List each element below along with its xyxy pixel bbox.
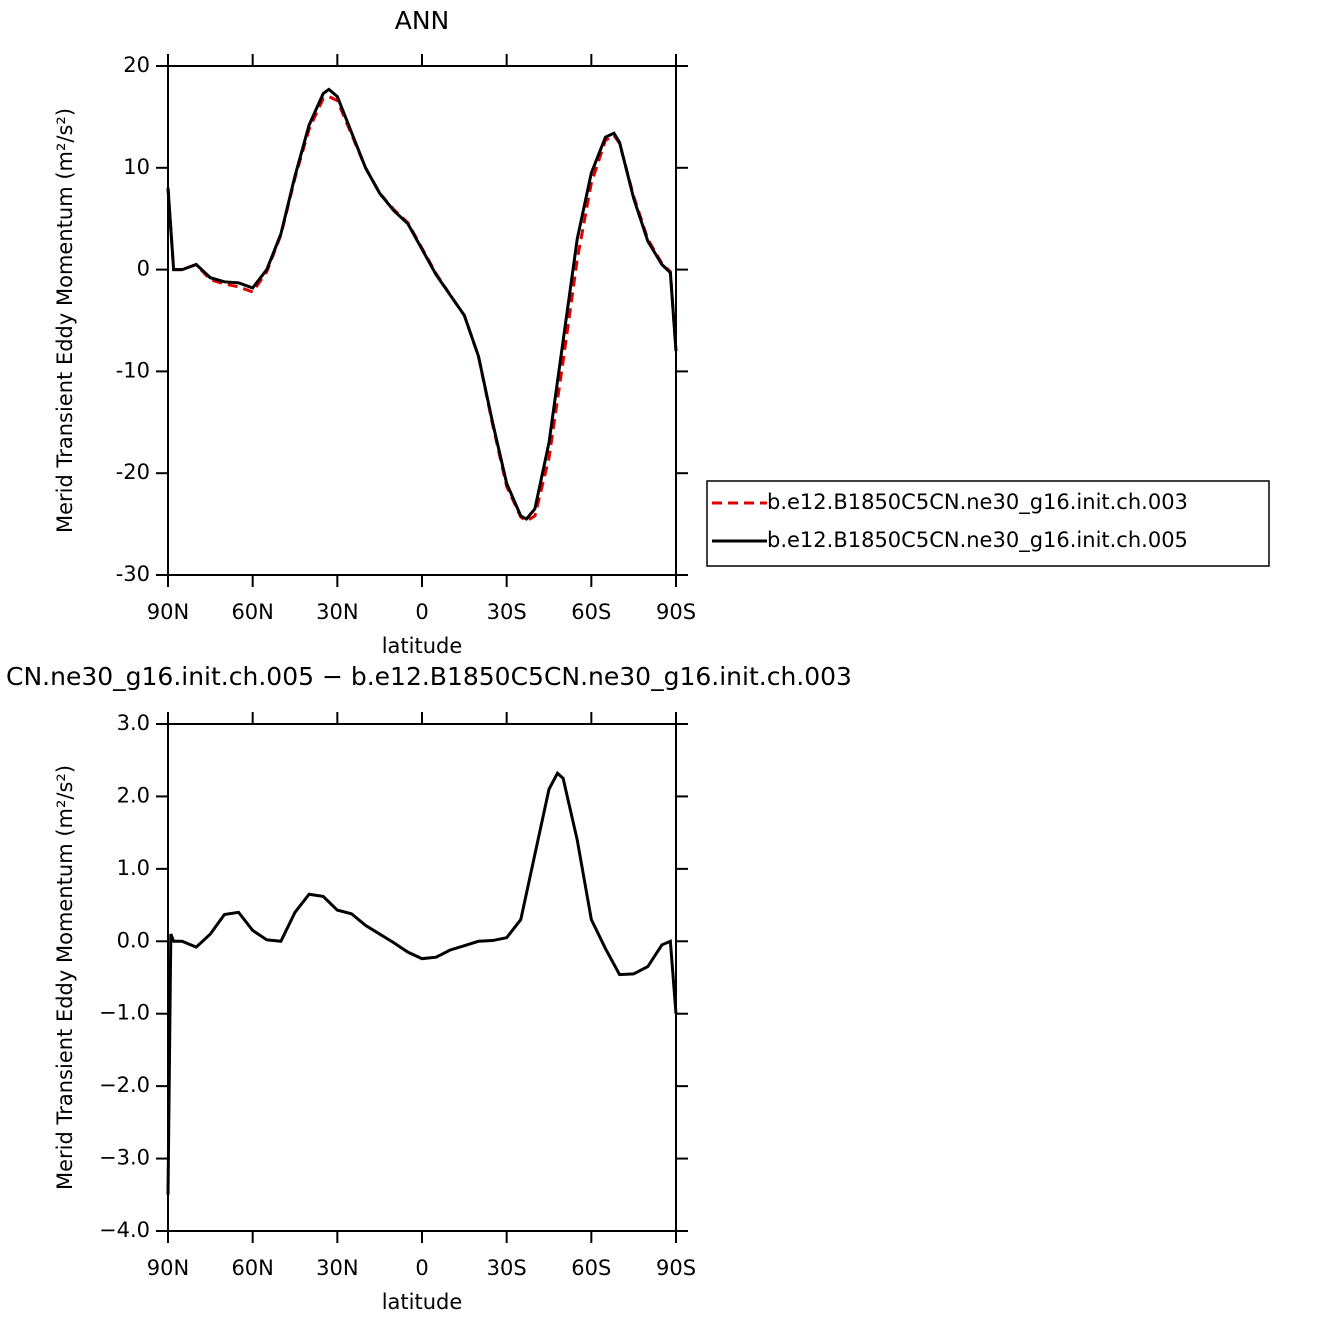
y-tick-label: 2.0: [117, 783, 150, 807]
legend-label: b.e12.B1850C5CN.ne30_g16.init.ch.003: [767, 490, 1188, 515]
x-axis-label: latitude: [382, 1290, 463, 1314]
x-tick-label: 30S: [487, 1256, 527, 1280]
x-tick-label: 30N: [316, 1256, 358, 1280]
y-tick-label: 3.0: [117, 711, 150, 735]
x-tick-label: 0: [415, 1256, 428, 1280]
data-line: [166, 94, 678, 523]
x-tick-label: 30N: [316, 600, 358, 624]
y-axis-label: Merid Transient Eddy Momentum (m²/s²): [53, 108, 77, 533]
x-tick-label: 60N: [231, 600, 273, 624]
y-axis-label: Merid Transient Eddy Momentum (m²/s²): [53, 765, 77, 1190]
y-tick-label: -30: [116, 562, 150, 586]
y-tick-label: 10: [123, 155, 150, 179]
x-tick-label: 90N: [147, 1256, 189, 1280]
chart-title: ANN: [395, 6, 450, 35]
x-tick-label: 60N: [231, 1256, 273, 1280]
plot-frame: [167, 65, 677, 576]
y-tick-label: 0: [137, 257, 150, 281]
x-tick-label: 90S: [656, 1256, 696, 1280]
x-tick-label: 60S: [571, 1256, 611, 1280]
y-tick-label: −4.0: [99, 1218, 150, 1242]
y-tick-label: -20: [116, 460, 150, 484]
y-tick-label: -10: [116, 358, 150, 382]
data-line: [166, 87, 678, 521]
legend-box: [706, 480, 1270, 567]
plot-frame: [167, 723, 677, 1232]
y-tick-label: −2.0: [99, 1073, 150, 1097]
x-tick-label: 90S: [656, 600, 696, 624]
y-tick-label: 1.0: [117, 856, 150, 880]
x-tick-label: 30S: [487, 600, 527, 624]
y-tick-label: −1.0: [99, 1001, 150, 1025]
legend-label: b.e12.B1850C5CN.ne30_g16.init.ch.005: [767, 528, 1188, 553]
y-tick-label: 20: [123, 53, 150, 77]
x-tick-label: 60S: [571, 600, 611, 624]
y-tick-label: −3.0: [99, 1146, 150, 1170]
y-tick-label: 0.0: [117, 928, 150, 952]
chart-title: CN.ne30_g16.init.ch.005 − b.e12.B1850C5C…: [6, 662, 852, 691]
data-line: [166, 770, 678, 1195]
x-axis-label: latitude: [382, 634, 463, 658]
x-tick-label: 0: [415, 600, 428, 624]
x-tick-label: 90N: [147, 600, 189, 624]
